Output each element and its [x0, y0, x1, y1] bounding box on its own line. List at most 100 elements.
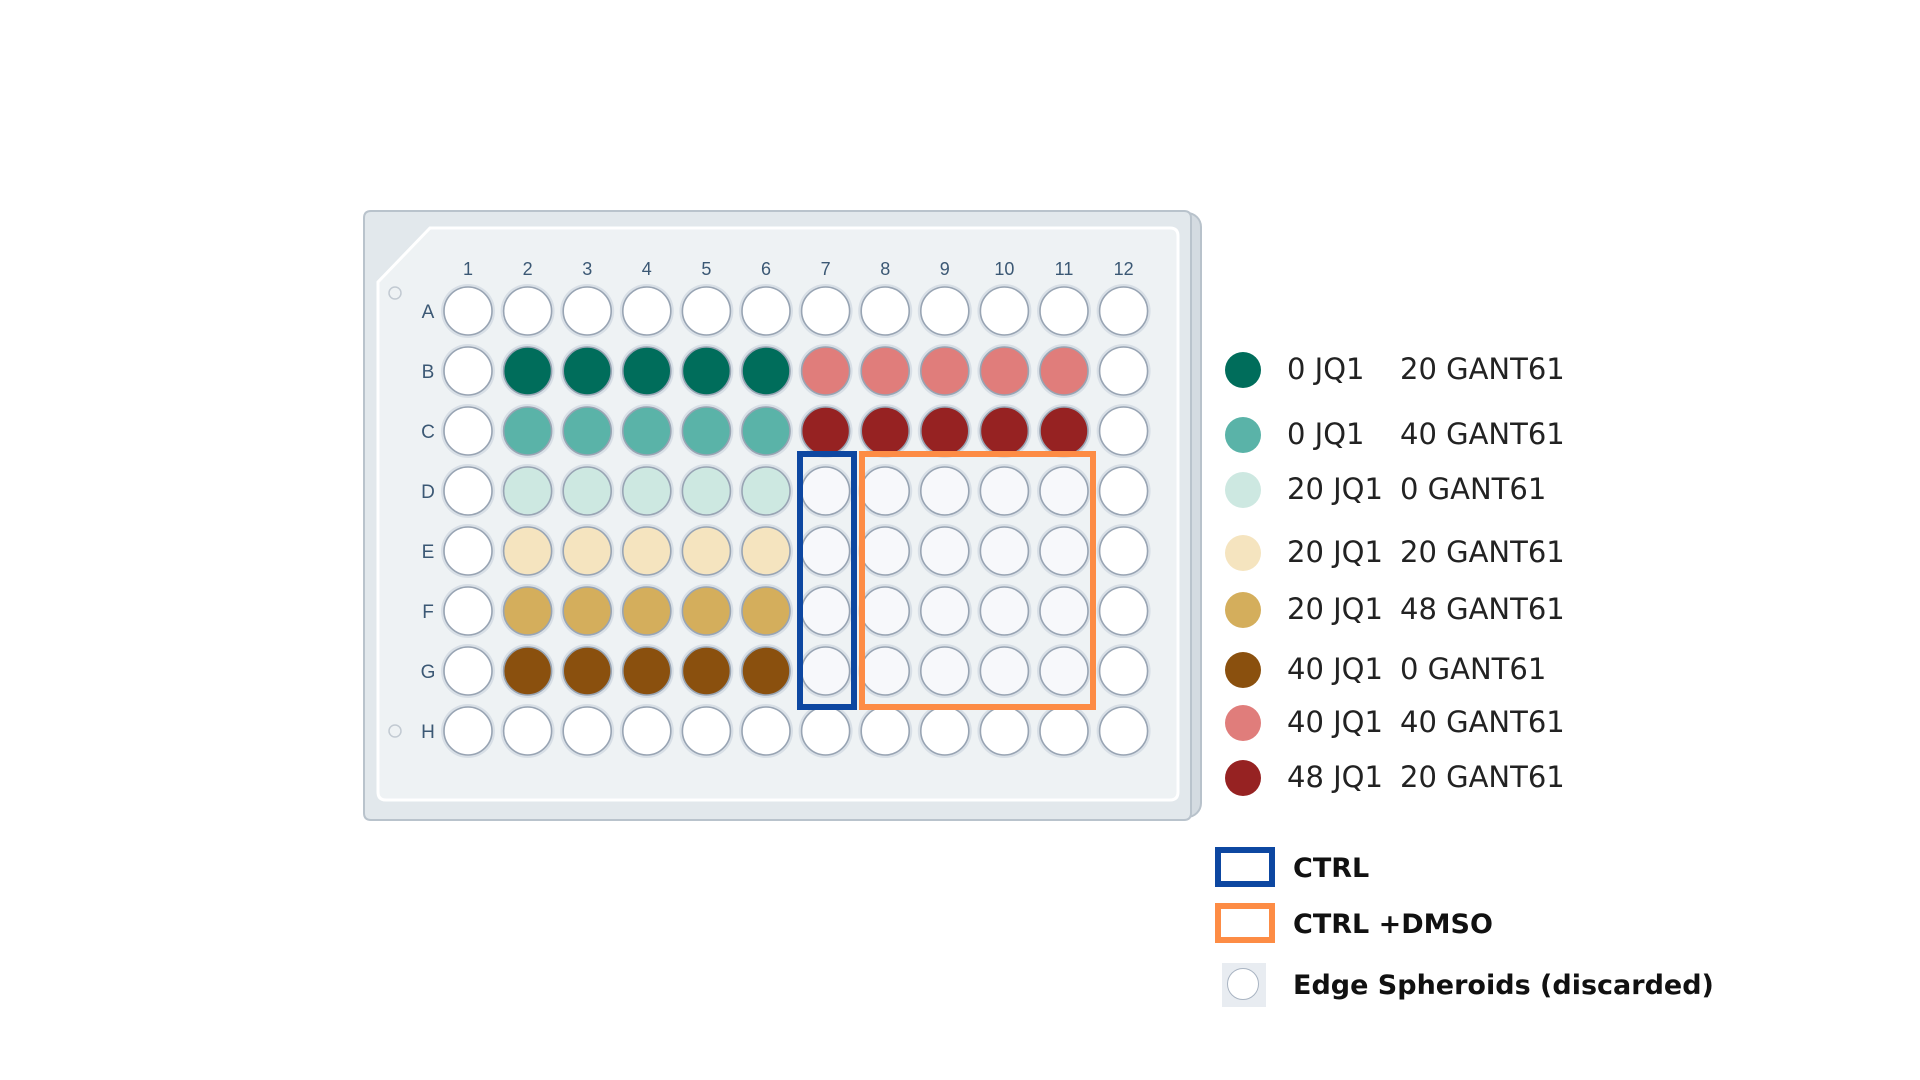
well-D2 [502, 466, 553, 516]
well-C9 [919, 406, 970, 456]
legend-gant-c6: 0 GANT61 [1400, 652, 1547, 686]
well-B1 [443, 346, 493, 396]
row-label-D: D [421, 482, 435, 503]
well-A4 [621, 286, 672, 336]
well-F9 [919, 586, 970, 636]
well-D3 [562, 466, 613, 516]
well-F8 [860, 586, 911, 636]
well-F11 [1039, 586, 1089, 636]
well-B11 [1039, 346, 1089, 396]
column-label-11: 11 [1055, 259, 1074, 279]
ctrl-legend-swatch [1215, 847, 1275, 887]
well-F7 [800, 586, 851, 636]
well-E2 [502, 526, 553, 576]
well-A8 [860, 286, 911, 336]
well-C1 [443, 406, 493, 456]
well-A1 [443, 286, 493, 336]
dmso-legend-swatch [1215, 903, 1275, 943]
well-C10 [979, 406, 1030, 456]
legend-jq1-c4: 20 JQ1 [1287, 535, 1383, 569]
well-G12 [1098, 646, 1149, 696]
legend-jq1-c1: 0 JQ1 [1287, 352, 1365, 386]
well-A9 [919, 286, 970, 336]
well-H8 [860, 706, 911, 756]
well-A6 [741, 286, 791, 336]
legend-dot-c6 [1225, 652, 1261, 688]
well-G6 [741, 646, 791, 696]
legend-gant-c5: 48 GANT61 [1400, 592, 1565, 626]
well-F10 [979, 586, 1030, 636]
well-A3 [562, 286, 613, 336]
row-label-H: H [421, 722, 435, 743]
well-H10 [979, 706, 1030, 756]
well-G8 [860, 646, 911, 696]
column-label-4: 4 [642, 259, 652, 279]
well-E12 [1098, 526, 1149, 576]
well-B6 [741, 346, 791, 396]
legend-dot-c3 [1225, 472, 1261, 508]
well-E7 [800, 526, 851, 576]
row-label-G: G [421, 662, 436, 683]
column-label-2: 2 [523, 259, 533, 279]
well-H4 [621, 706, 672, 756]
legend-gant-c4: 20 GANT61 [1400, 535, 1565, 569]
legend-jq1-c6: 40 JQ1 [1287, 652, 1383, 686]
well-G1 [443, 646, 493, 696]
well-E11 [1039, 526, 1089, 576]
well-H12 [1098, 706, 1149, 756]
ctrl-legend-label: CTRL [1293, 853, 1370, 884]
legend-gant-c8: 20 GANT61 [1400, 760, 1565, 794]
legend-jq1-c8: 48 JQ1 [1287, 760, 1383, 794]
plate-notch-bottom [388, 724, 402, 738]
well-C8 [860, 406, 911, 456]
well-E1 [443, 526, 493, 576]
well-C5 [681, 406, 732, 456]
well-B8 [860, 346, 911, 396]
well-G9 [919, 646, 970, 696]
well-D1 [443, 466, 493, 516]
well-A7 [800, 286, 851, 336]
well-F1 [443, 586, 493, 636]
well-E6 [741, 526, 791, 576]
ctrl-region-box [797, 451, 857, 710]
well-D11 [1039, 466, 1089, 516]
legend-jq1-c7: 40 JQ1 [1287, 705, 1383, 739]
well-F4 [621, 586, 672, 636]
well-C12 [1098, 406, 1149, 456]
well-H2 [502, 706, 553, 756]
well-A10 [979, 286, 1030, 336]
legend-jq1-c5: 20 JQ1 [1287, 592, 1383, 626]
well-E4 [621, 526, 672, 576]
dmso-legend-label: CTRL +DMSO [1293, 909, 1493, 940]
well-C6 [741, 406, 791, 456]
well-B3 [562, 346, 613, 396]
well-F12 [1098, 586, 1149, 636]
well-G3 [562, 646, 613, 696]
column-label-7: 7 [821, 259, 831, 279]
legend-dot-c2 [1225, 417, 1261, 453]
well-D12 [1098, 466, 1149, 516]
legend-gant-c3: 0 GANT61 [1400, 472, 1547, 506]
well-C7 [800, 406, 851, 456]
well-G10 [979, 646, 1030, 696]
legend-dot-c5 [1225, 592, 1261, 628]
column-label-8: 8 [880, 259, 890, 279]
well-A2 [502, 286, 553, 336]
well-H6 [741, 706, 791, 756]
legend-gant-c1: 20 GANT61 [1400, 352, 1565, 386]
well-H7 [800, 706, 851, 756]
well-G4 [621, 646, 672, 696]
legend-gant-c2: 40 GANT61 [1400, 417, 1565, 451]
well-C11 [1039, 406, 1089, 456]
well-B7 [800, 346, 851, 396]
well-D10 [979, 466, 1030, 516]
well-E9 [919, 526, 970, 576]
well-G7 [800, 646, 851, 696]
well-G5 [681, 646, 732, 696]
well-A12 [1098, 286, 1149, 336]
row-label-C: C [421, 422, 435, 443]
dmso-region-box [859, 451, 1096, 710]
column-label-12: 12 [1114, 259, 1134, 279]
well-E5 [681, 526, 732, 576]
